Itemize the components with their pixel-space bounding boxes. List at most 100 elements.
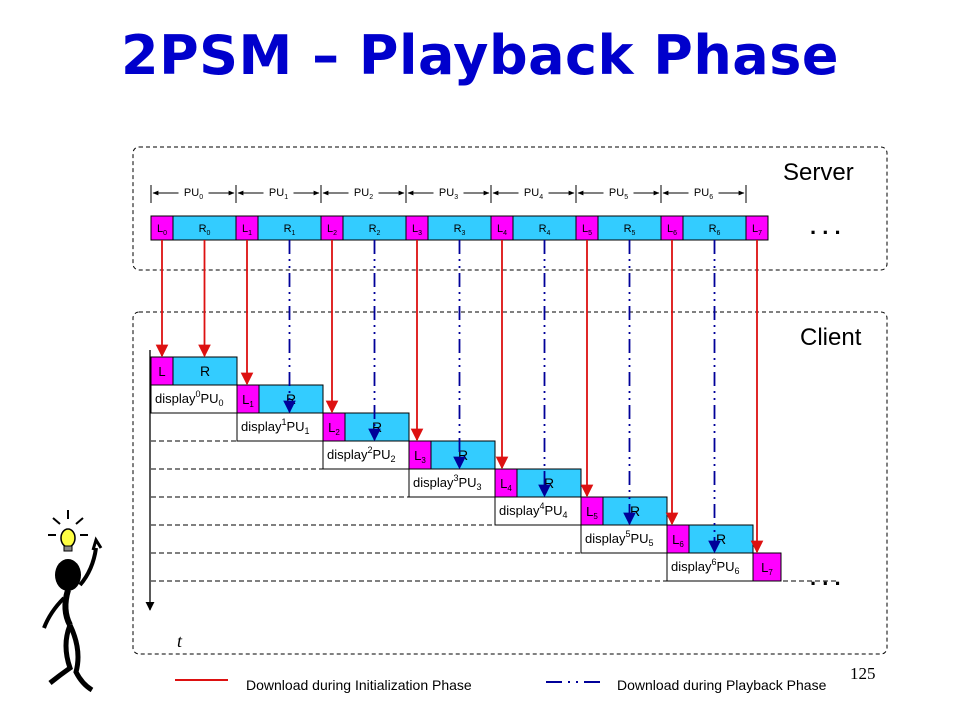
display-box bbox=[150, 384, 238, 414]
idea-figure-illustration bbox=[42, 510, 103, 693]
client-l-label-sub: 5 bbox=[593, 512, 598, 521]
server-segment-label-sub: 1 bbox=[292, 230, 296, 237]
pu-label: PU4 bbox=[524, 187, 543, 201]
page-number: 125 bbox=[850, 664, 876, 683]
server-segment-label: L6 bbox=[667, 223, 677, 237]
server-segment-label-base: R bbox=[624, 223, 632, 235]
server-segment-label-sub: 5 bbox=[588, 230, 592, 237]
display-word: display bbox=[585, 531, 626, 546]
display-box bbox=[236, 412, 324, 442]
server-segment-label: R0 bbox=[199, 223, 211, 237]
server-segment-label-base: L bbox=[667, 223, 673, 235]
server-segment-row: L0 R0 L1 R1 L2 R2 L3 R3 L4 R4 L5 R5 L6 R6 L7 bbox=[150, 215, 769, 241]
display-pu: PU bbox=[716, 559, 734, 574]
server-segment-label-base: L bbox=[582, 223, 588, 235]
client-l-label-base: L bbox=[158, 364, 165, 379]
pu-label: PU0 bbox=[184, 187, 203, 201]
server-segment-label-sub: 3 bbox=[418, 230, 422, 237]
server-segment-label-sub: 7 bbox=[758, 230, 762, 237]
server-segment-label-base: R bbox=[709, 223, 717, 235]
client-l-label: L2 bbox=[328, 420, 340, 437]
display-pu-sub: 5 bbox=[649, 538, 654, 548]
server-segment-label-sub: 3 bbox=[462, 230, 466, 237]
client-l7-label: L7 bbox=[761, 560, 773, 577]
server-segment-label-sub: 2 bbox=[377, 230, 381, 237]
pu-label-bg bbox=[518, 185, 549, 197]
display-sup: 4 bbox=[539, 501, 544, 511]
client-r-label: R bbox=[630, 503, 640, 519]
server-segment-label-sub: 0 bbox=[207, 230, 211, 237]
client-l-label-sub: 1 bbox=[249, 400, 254, 409]
server-segment-label-sub: 5 bbox=[632, 230, 636, 237]
server-segment-label-sub: 0 bbox=[163, 230, 167, 237]
display-sup: 1 bbox=[281, 417, 286, 427]
display-pu-sub: 6 bbox=[735, 566, 740, 576]
client-l-label-sub: 3 bbox=[421, 456, 426, 465]
pu-label: PU1 bbox=[269, 187, 288, 201]
server-segment-label-sub: 4 bbox=[503, 230, 507, 237]
download-arrows bbox=[155, 240, 764, 554]
display-sup: 5 bbox=[625, 529, 630, 539]
legend-init-label: Download during Initialization Phase bbox=[246, 677, 472, 693]
server-segment-label: R1 bbox=[284, 223, 296, 237]
display-pu: PU bbox=[200, 391, 218, 406]
client-l-label: L3 bbox=[414, 448, 426, 465]
pu-label-base: PU bbox=[354, 187, 369, 199]
server-segment-label-base: R bbox=[539, 223, 547, 235]
pu-label-bg bbox=[433, 185, 464, 197]
pu-label: PU5 bbox=[609, 187, 628, 201]
server-segment-label-base: R bbox=[199, 223, 207, 235]
server-ellipsis: . . . bbox=[810, 214, 841, 239]
client-l-label-base: L bbox=[500, 476, 507, 491]
display-pu-sub: 0 bbox=[219, 398, 224, 408]
client-l-label: L1 bbox=[242, 392, 254, 409]
display-label: display4PU4 bbox=[499, 501, 568, 520]
pu-label-sub: 0 bbox=[199, 194, 203, 201]
client-l-label-sub: 4 bbox=[507, 484, 512, 493]
server-segment-label-base: R bbox=[454, 223, 462, 235]
client-frame bbox=[132, 311, 888, 655]
client-l-label-sub: 6 bbox=[679, 540, 684, 549]
display-sup: 0 bbox=[195, 389, 200, 399]
server-segment-label: R3 bbox=[454, 223, 466, 237]
pu-dimension-lines: PU0 PU1 PU2 PU3 PU4 PU5 PU6 bbox=[150, 185, 747, 203]
server-segment-r3 bbox=[427, 215, 492, 241]
display-word: display bbox=[327, 447, 368, 462]
server-segment-label: L3 bbox=[412, 223, 422, 237]
server-segment-label: R5 bbox=[624, 223, 636, 237]
display-pu: PU bbox=[544, 503, 562, 518]
client-label: Client bbox=[800, 324, 862, 351]
display-pu: PU bbox=[286, 419, 304, 434]
pu-label-sub: 2 bbox=[369, 194, 373, 201]
display-sup: 2 bbox=[367, 445, 372, 455]
display-word: display bbox=[671, 559, 712, 574]
client-r-label: R bbox=[200, 363, 210, 379]
server-segment-label-sub: 1 bbox=[248, 230, 252, 237]
client-l7-label-base: L bbox=[761, 560, 768, 575]
client-r-label: R bbox=[458, 447, 468, 463]
slide-title: 2PSM – Playback Phase bbox=[121, 24, 839, 87]
server-segment-label: L1 bbox=[242, 223, 252, 237]
pu-label-bg bbox=[688, 185, 719, 197]
display-word: display bbox=[413, 475, 454, 490]
pu-label-base: PU bbox=[269, 187, 284, 199]
server-segment-label-base: L bbox=[497, 223, 503, 235]
server-segment-label: L4 bbox=[497, 223, 507, 237]
server-segment-label-base: L bbox=[327, 223, 333, 235]
client-l-label: L6 bbox=[672, 532, 684, 549]
server-segment-label-base: R bbox=[369, 223, 377, 235]
server-segment-label: R2 bbox=[369, 223, 381, 237]
display-box bbox=[408, 468, 496, 498]
pu-label-bg bbox=[178, 185, 209, 197]
pu-label-bg bbox=[263, 185, 294, 197]
display-pu-sub: 4 bbox=[563, 510, 568, 520]
pu-label-base: PU bbox=[439, 187, 454, 199]
pu-label-bg bbox=[603, 185, 634, 197]
display-pu-sub: 2 bbox=[391, 454, 396, 464]
client-l7-segment bbox=[752, 552, 782, 582]
pu-label: PU3 bbox=[439, 187, 458, 201]
display-label: display6PU6 bbox=[671, 557, 740, 576]
client-r-segment bbox=[172, 356, 238, 386]
server-segment-label: L0 bbox=[157, 223, 167, 237]
